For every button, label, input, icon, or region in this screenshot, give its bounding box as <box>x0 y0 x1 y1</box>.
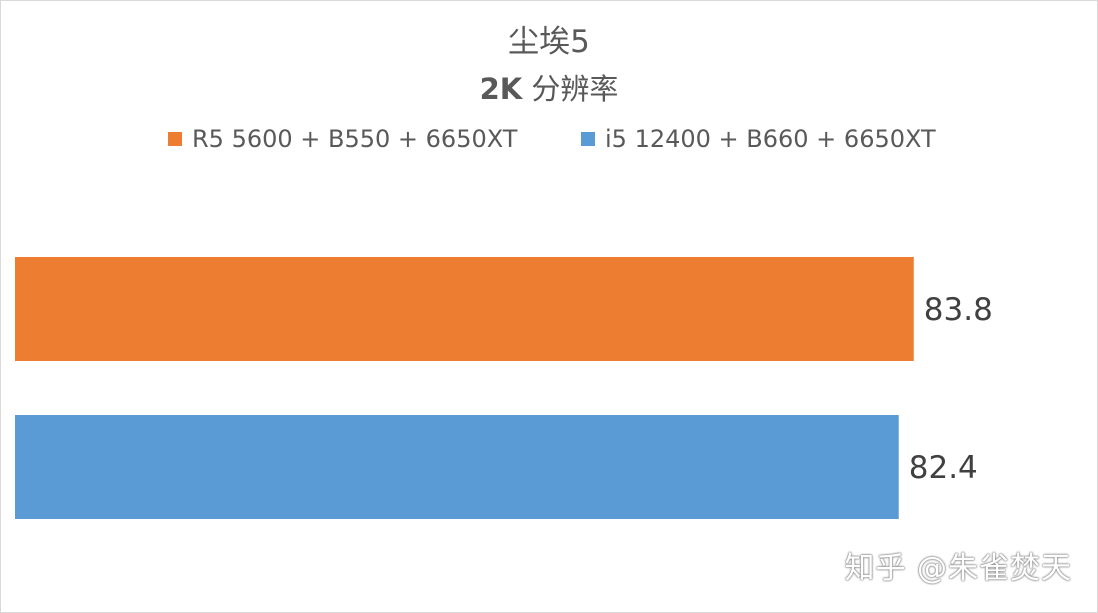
data-label-series-1: 83.8 <box>924 292 993 328</box>
chart-subtitle: 2K 分辨率 <box>0 66 1098 108</box>
bar-series-1 <box>15 257 914 361</box>
legend-label-series-1: R5 5600 + B550 + 6650XT <box>192 125 518 153</box>
chart-title: 尘埃5 <box>508 24 590 60</box>
bar-series-2 <box>15 415 899 519</box>
watermark: 知乎 @朱雀焚天 <box>844 551 1072 586</box>
legend-swatch-series-1 <box>168 132 182 146</box>
legend-swatch-series-2 <box>581 132 595 146</box>
chart-legend: R5 5600 + B550 + 6650XT i5 12400 + B660 … <box>0 122 1098 156</box>
legend-label-series-2: i5 12400 + B660 + 6650XT <box>605 125 936 153</box>
legend-item-series-1: R5 5600 + B550 + 6650XT <box>168 122 517 156</box>
subtitle-text: 分辨率 <box>522 72 619 106</box>
subtitle-resolution: 2K <box>479 72 523 106</box>
legend-item-series-2: i5 12400 + B660 + 6650XT <box>581 122 936 156</box>
data-label-series-2: 82.4 <box>909 450 978 486</box>
